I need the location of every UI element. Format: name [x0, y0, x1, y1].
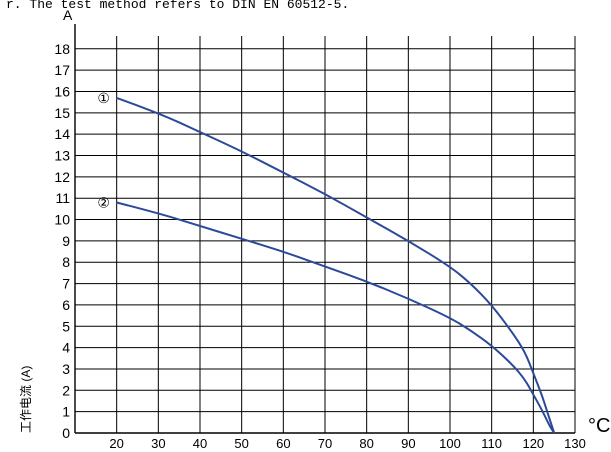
series-line-2: [116, 201, 556, 434]
y-tick-label: 14: [54, 126, 70, 142]
series-label-1: ①: [97, 91, 110, 107]
x-tick-label: 110: [481, 436, 502, 451]
y-tick-label: 2: [62, 382, 70, 398]
x-tick-label: 100: [439, 436, 461, 451]
x-unit-label: °C: [588, 415, 610, 437]
x-tick-label: 90: [401, 436, 415, 451]
y-tick-label: 10: [54, 212, 70, 228]
y-tick-label: 12: [54, 169, 70, 185]
series-labels: ①②: [97, 91, 110, 212]
x-tick-label: 70: [318, 436, 332, 451]
y-tick-label: 13: [54, 148, 70, 164]
y-tick-label: 17: [54, 62, 70, 78]
series-group: [116, 96, 556, 434]
x-tick-labels: 20 30 40 50 60 70 80 90 100 110 120 130: [109, 436, 585, 451]
y-tick-label: 3: [62, 361, 70, 377]
y-tick-label: 11: [55, 190, 70, 206]
axes: [74, 24, 575, 434]
y-tick-label: 16: [54, 83, 70, 99]
y-tick-label: 8: [62, 254, 70, 270]
y-tick-label: 1: [62, 404, 70, 420]
y-tick-label: 9: [62, 233, 70, 249]
y-tick-label: 4: [62, 340, 70, 356]
x-tick-label: 80: [359, 436, 373, 451]
y-tick-label: 7: [62, 276, 70, 292]
y-tick-label: 6: [62, 297, 70, 313]
x-tick-label: 130: [564, 436, 586, 451]
x-tick-label: 40: [193, 436, 207, 451]
x-tick-label: 50: [234, 436, 248, 451]
x-tick-label: 120: [522, 436, 544, 451]
grid: [75, 36, 576, 434]
x-tick-label: 20: [109, 436, 123, 451]
y-tick-label: 0: [62, 425, 70, 441]
series-line-1: [116, 96, 556, 434]
header-note: r. The test method refers to DIN EN 6051…: [6, 0, 349, 12]
y-tick-label: 5: [62, 318, 70, 334]
y-axis-title: 工作电流 (A): [19, 366, 33, 433]
x-tick-label: 60: [276, 436, 290, 451]
series-label-2: ②: [97, 195, 110, 211]
y-unit-label: A: [63, 7, 73, 23]
y-tick-label: 15: [54, 105, 70, 121]
y-tick-label: 18: [54, 41, 70, 57]
x-tick-label: 30: [151, 436, 165, 451]
